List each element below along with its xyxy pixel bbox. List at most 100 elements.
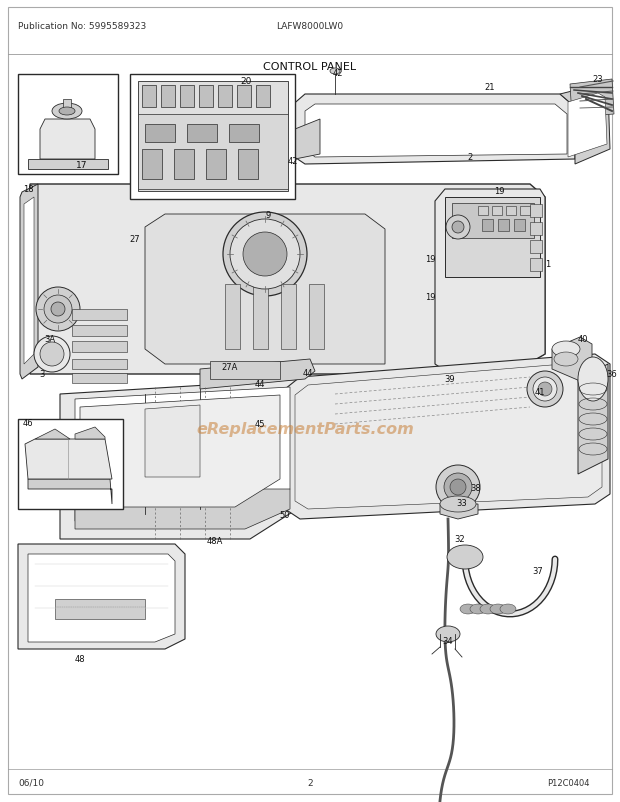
Bar	[237, 86, 251, 107]
Text: 36: 36	[606, 370, 618, 379]
Text: 44: 44	[255, 380, 265, 389]
Polygon shape	[75, 427, 105, 439]
Polygon shape	[305, 105, 567, 158]
Polygon shape	[20, 184, 38, 379]
Text: 50: 50	[280, 511, 290, 520]
Bar	[210, 362, 280, 379]
Bar	[18, 419, 123, 509]
Polygon shape	[435, 190, 545, 375]
Text: 39: 39	[445, 375, 455, 384]
Polygon shape	[80, 395, 280, 508]
Ellipse shape	[444, 473, 472, 501]
Bar	[498, 220, 509, 232]
Polygon shape	[295, 363, 602, 509]
Text: 3A: 3A	[45, 335, 56, 344]
Text: 1: 1	[546, 260, 551, 269]
Ellipse shape	[490, 604, 506, 614]
Text: Publication No: 5995589323: Publication No: 5995589323	[18, 22, 146, 31]
Text: eReplacementParts.com: eReplacementParts.com	[196, 422, 414, 437]
Text: CONTROL PANEL: CONTROL PANEL	[264, 62, 356, 72]
Bar	[218, 86, 232, 107]
Bar	[530, 259, 542, 272]
Bar	[187, 125, 217, 143]
Ellipse shape	[44, 296, 72, 323]
Text: 27: 27	[130, 235, 140, 244]
Text: 41: 41	[534, 388, 545, 397]
Polygon shape	[55, 599, 145, 619]
Text: 40: 40	[578, 335, 588, 344]
Polygon shape	[440, 504, 478, 520]
Polygon shape	[28, 160, 108, 170]
Text: 19: 19	[425, 255, 435, 264]
Bar	[256, 86, 270, 107]
Text: 19: 19	[494, 187, 504, 196]
Polygon shape	[552, 338, 592, 382]
Bar	[174, 150, 194, 180]
Ellipse shape	[470, 604, 486, 614]
Text: 42: 42	[288, 157, 298, 166]
Bar	[161, 86, 175, 107]
Bar	[199, 86, 213, 107]
Bar	[130, 75, 295, 200]
Polygon shape	[568, 94, 607, 158]
Text: 48: 48	[74, 654, 86, 664]
Ellipse shape	[527, 371, 563, 407]
Bar	[142, 150, 162, 180]
Text: 3: 3	[39, 370, 45, 379]
Ellipse shape	[452, 221, 464, 233]
Polygon shape	[225, 285, 240, 350]
Ellipse shape	[533, 378, 557, 402]
Text: 27A: 27A	[222, 363, 238, 372]
Polygon shape	[28, 480, 112, 504]
Polygon shape	[560, 85, 610, 164]
Bar	[72, 326, 127, 337]
Ellipse shape	[554, 353, 578, 367]
Ellipse shape	[223, 213, 307, 297]
Ellipse shape	[40, 342, 64, 367]
Bar	[180, 86, 194, 107]
Ellipse shape	[578, 358, 608, 402]
Text: 2: 2	[307, 778, 313, 787]
Ellipse shape	[51, 302, 65, 317]
Ellipse shape	[436, 626, 460, 642]
Bar	[520, 207, 530, 216]
Bar	[238, 150, 258, 180]
Bar	[72, 310, 127, 321]
Bar	[206, 150, 226, 180]
Bar	[514, 220, 525, 232]
Text: 2: 2	[467, 153, 472, 162]
Polygon shape	[35, 429, 70, 439]
Text: 9: 9	[265, 210, 270, 219]
Text: 21: 21	[485, 83, 495, 91]
Polygon shape	[18, 545, 185, 649]
Polygon shape	[145, 406, 200, 477]
Ellipse shape	[34, 337, 70, 373]
Text: 38: 38	[471, 484, 481, 493]
Ellipse shape	[500, 604, 516, 614]
Polygon shape	[24, 198, 34, 365]
Text: 20: 20	[241, 78, 252, 87]
Bar	[445, 198, 540, 277]
Bar	[145, 125, 175, 143]
Text: 42: 42	[333, 68, 343, 78]
Polygon shape	[309, 285, 324, 350]
Ellipse shape	[538, 383, 552, 396]
Polygon shape	[200, 359, 315, 390]
Bar	[72, 374, 127, 383]
Ellipse shape	[230, 220, 300, 290]
Ellipse shape	[446, 216, 470, 240]
Text: 06/10: 06/10	[18, 778, 44, 787]
Text: 19: 19	[425, 294, 435, 302]
Text: 37: 37	[533, 567, 543, 576]
Text: 48A: 48A	[207, 537, 223, 546]
Bar	[72, 342, 127, 353]
Bar	[229, 125, 259, 143]
Bar	[138, 115, 288, 190]
Polygon shape	[40, 119, 95, 160]
Bar	[506, 207, 516, 216]
Text: 32: 32	[454, 535, 466, 544]
Polygon shape	[75, 489, 290, 529]
Bar	[452, 204, 534, 239]
Bar	[18, 75, 118, 175]
Text: 33: 33	[456, 499, 467, 508]
